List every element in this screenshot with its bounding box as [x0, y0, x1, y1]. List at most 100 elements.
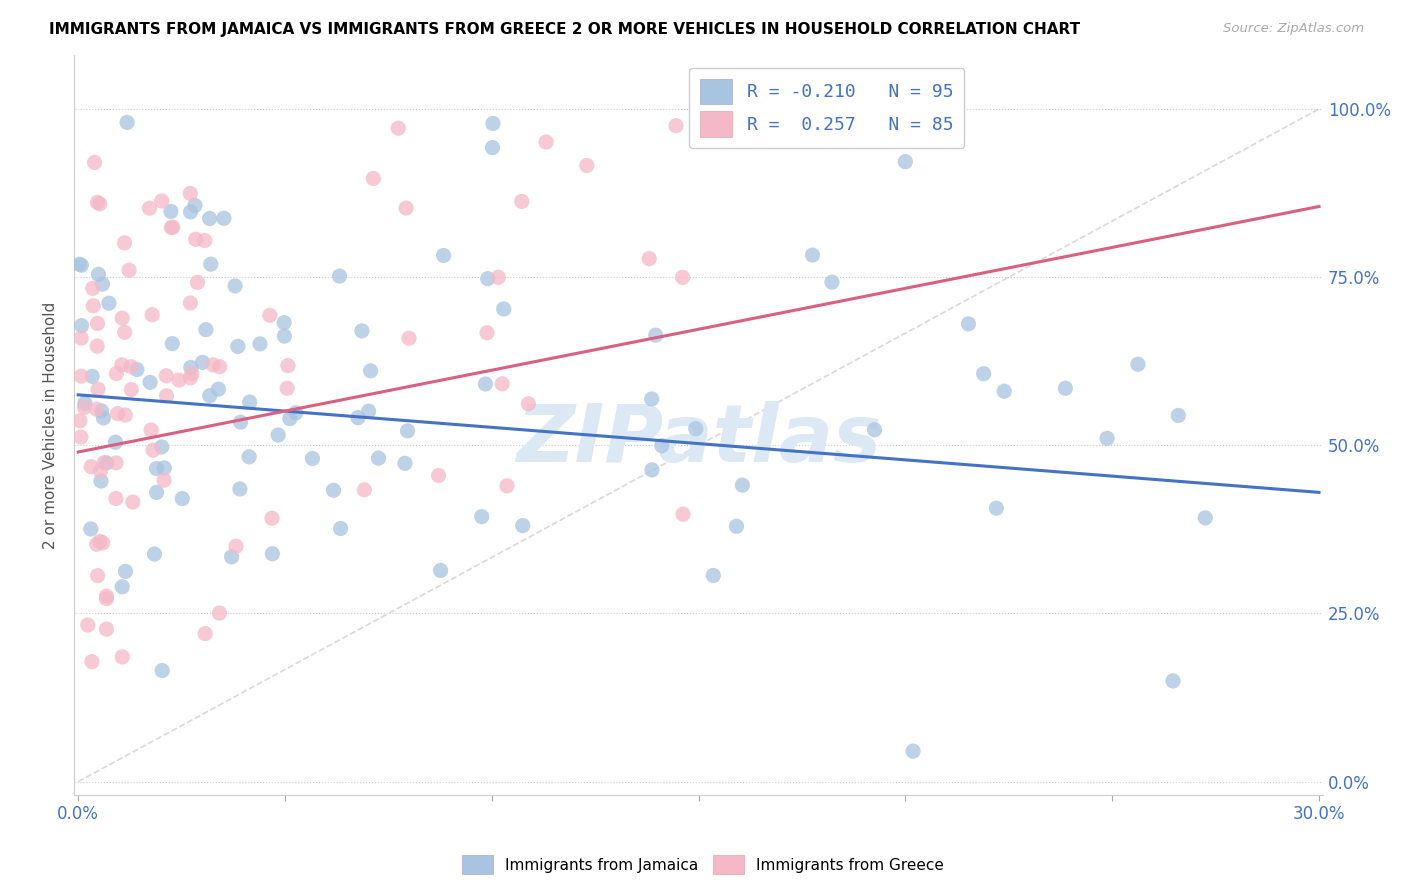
Point	[353, 483, 375, 497]
Point	[194, 234, 217, 248]
Point	[510, 194, 533, 209]
Point	[141, 308, 163, 322]
Point	[70, 318, 93, 333]
Point	[114, 565, 136, 579]
Point	[150, 664, 173, 678]
Point	[1095, 431, 1118, 445]
Point	[82, 369, 104, 384]
Point	[482, 116, 505, 130]
Point	[973, 367, 995, 381]
Point	[96, 622, 118, 636]
Point	[82, 299, 104, 313]
Point	[150, 440, 173, 454]
Point	[86, 402, 108, 417]
Point	[427, 468, 450, 483]
Point	[186, 276, 208, 290]
Point	[73, 401, 96, 415]
Point	[97, 296, 120, 310]
Text: ZIPatlas: ZIPatlas	[516, 401, 882, 479]
Point	[90, 474, 112, 488]
Point	[69, 414, 91, 428]
Point	[67, 257, 90, 271]
Point	[671, 270, 693, 285]
Point	[229, 482, 252, 496]
Point	[517, 397, 540, 411]
Point	[208, 359, 231, 374]
Point	[986, 501, 1008, 516]
Point	[194, 323, 217, 337]
Point	[118, 263, 141, 277]
Point	[198, 389, 221, 403]
Point	[477, 271, 499, 285]
Point	[194, 626, 217, 640]
Point	[651, 439, 673, 453]
Point	[221, 549, 243, 564]
Point	[202, 358, 225, 372]
Point	[145, 461, 167, 475]
Point	[198, 211, 221, 226]
Point	[957, 317, 980, 331]
Point	[89, 197, 111, 211]
Point	[200, 257, 222, 271]
Point	[160, 220, 183, 235]
Point	[70, 369, 93, 384]
Point	[162, 220, 184, 235]
Point	[105, 456, 128, 470]
Point	[429, 564, 451, 578]
Point	[114, 235, 136, 250]
Point	[1054, 381, 1077, 395]
Point	[212, 211, 235, 226]
Point	[328, 269, 350, 284]
Point	[86, 317, 108, 331]
Point	[731, 478, 754, 492]
Point	[1167, 409, 1189, 423]
Point	[86, 568, 108, 582]
Point	[387, 121, 409, 136]
Point	[145, 485, 167, 500]
Point	[491, 376, 513, 391]
Point	[276, 381, 298, 395]
Point	[76, 618, 98, 632]
Point	[104, 435, 127, 450]
Point	[229, 415, 252, 429]
Point	[91, 535, 114, 549]
Point	[360, 364, 382, 378]
Point	[150, 194, 173, 208]
Point	[894, 154, 917, 169]
Point	[80, 522, 103, 536]
Point	[153, 473, 176, 487]
Point	[111, 580, 134, 594]
Point	[262, 547, 284, 561]
Point	[638, 252, 661, 266]
Point	[644, 328, 666, 343]
Point	[640, 392, 662, 406]
Point	[350, 324, 373, 338]
Point	[475, 326, 498, 340]
Point	[90, 404, 112, 418]
Point	[993, 384, 1015, 399]
Point	[70, 331, 93, 345]
Point	[432, 248, 454, 262]
Point	[139, 376, 162, 390]
Point	[86, 537, 108, 551]
Point	[363, 171, 385, 186]
Point	[70, 258, 93, 272]
Point	[73, 396, 96, 410]
Point	[1194, 511, 1216, 525]
Point	[120, 359, 142, 374]
Point	[105, 367, 128, 381]
Point	[575, 158, 598, 172]
Point	[120, 383, 142, 397]
Point	[121, 495, 143, 509]
Point	[278, 411, 301, 425]
Point	[398, 331, 420, 345]
Text: IMMIGRANTS FROM JAMAICA VS IMMIGRANTS FROM GREECE 2 OR MORE VEHICLES IN HOUSEHOL: IMMIGRANTS FROM JAMAICA VS IMMIGRANTS FR…	[49, 22, 1080, 37]
Point	[481, 141, 503, 155]
Point	[492, 301, 515, 316]
Point	[1126, 357, 1149, 371]
Point	[86, 195, 108, 210]
Point	[225, 539, 247, 553]
Point	[83, 155, 105, 169]
Point	[238, 450, 260, 464]
Point	[725, 519, 748, 533]
